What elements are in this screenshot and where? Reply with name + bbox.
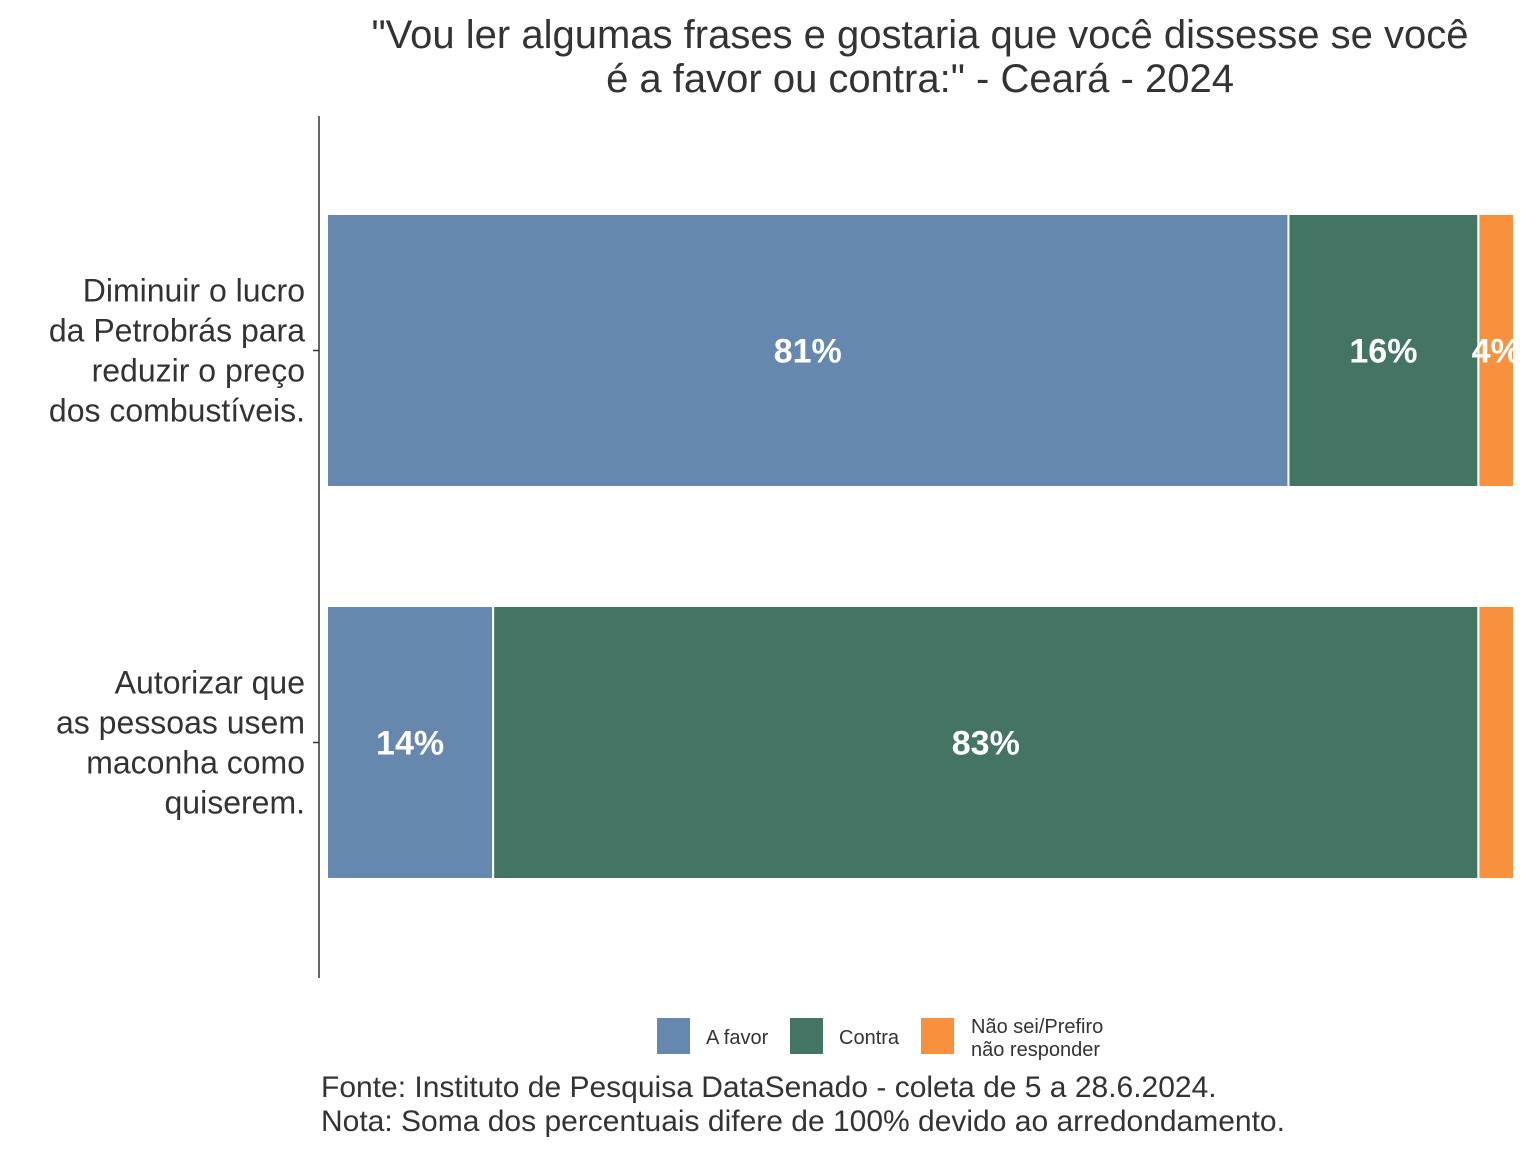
bar-segment [326, 605, 495, 880]
bar-segment [326, 213, 1290, 488]
bar-segment [1477, 605, 1516, 880]
legend-label: Contra [839, 1027, 900, 1049]
bars [326, 213, 1516, 880]
data-label: 4% [1472, 333, 1521, 371]
legend-label: A favor [706, 1027, 769, 1049]
legend-label-line: Não sei/Prefiro [971, 1016, 1103, 1038]
category-label-line: quiserem. [165, 785, 306, 821]
data-label: 81% [774, 333, 842, 371]
category-label-line: dos combustíveis. [49, 393, 305, 429]
bar-segment [1287, 213, 1480, 488]
category-label-line: reduzir o preço [92, 353, 305, 389]
category-label-line: da Petrobrás para [49, 313, 305, 349]
legend-key [657, 1018, 690, 1054]
category-labels: Diminuir o lucro da Petrobrás para reduzir… [49, 273, 319, 821]
data-label: 16% [1349, 333, 1417, 371]
data-label: 83% [952, 725, 1020, 763]
category-label-line: Diminuir o lucro [83, 273, 305, 309]
category-label-line: as pessoas usem [56, 705, 305, 741]
category-label-line: Autorizar que [115, 665, 305, 701]
category-label-line: maconha como [86, 745, 305, 781]
legend-key [790, 1018, 823, 1054]
chart-title: "Vou ler algumas frases e gostaria que v… [371, 13, 1468, 101]
legend-label-line: não responder [971, 1039, 1100, 1061]
chart-title-line-1: "Vou ler algumas frases e gostaria que v… [371, 13, 1468, 57]
chart-title-line-2: é a favor ou contra:" - Ceará - 2024 [606, 57, 1234, 101]
caption: Fonte: Instituto de Pesquisa DataSenado … [321, 1071, 1285, 1138]
caption-source: Fonte: Instituto de Pesquisa DataSenado … [321, 1071, 1217, 1104]
segment-labels: 81% 16% 4% 14% 83% [376, 333, 1521, 763]
caption-note: Nota: Soma dos percentuais difere de 100… [321, 1105, 1285, 1138]
legend-key [921, 1018, 954, 1054]
bar-segment [492, 605, 1480, 880]
data-label: 14% [376, 725, 444, 763]
bar-segment [1477, 213, 1516, 488]
